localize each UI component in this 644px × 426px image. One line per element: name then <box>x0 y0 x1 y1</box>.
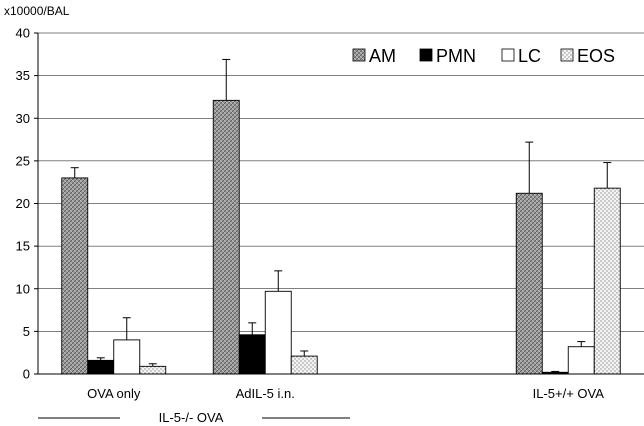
x-tick-label: AdIL-5 i.n. <box>236 386 295 401</box>
y-tick-label: 25 <box>16 153 30 168</box>
gridlines <box>38 32 644 332</box>
legend-swatch-pmn <box>419 48 433 62</box>
y-tick-label: 30 <box>16 111 30 126</box>
y-axis-label: x10000/BAL <box>4 4 70 18</box>
bar-eos <box>593 187 621 375</box>
legend-label-pmn: PMN <box>436 46 476 66</box>
y-tick-label: 10 <box>16 281 30 296</box>
legend-label-am: AM <box>369 46 396 66</box>
bar-pmn <box>238 334 266 375</box>
legend-label-eos: EOS <box>577 46 615 66</box>
legend-swatch-lc <box>501 48 515 62</box>
bar-pmn <box>87 359 115 375</box>
group-label: IL-5-/- OVA <box>159 410 224 425</box>
bar-lc <box>113 339 141 375</box>
x-tick-labels: OVA only AdIL-5 i.n. IL-5+/+ OVA <box>87 386 604 401</box>
legend-swatch-eos <box>560 48 574 62</box>
bar-eos <box>290 355 318 375</box>
y-tick-label: 20 <box>16 196 30 211</box>
legend-swatch-am <box>352 48 366 62</box>
bar-am <box>515 192 543 375</box>
y-tick-label: 5 <box>23 324 30 339</box>
y-tick-label: 40 <box>16 26 30 41</box>
error-bars <box>70 58 612 373</box>
bar-am <box>61 177 89 375</box>
bar-lc <box>264 290 292 375</box>
y-tick-labels: 0 5 10 15 20 25 30 35 40 <box>16 26 38 382</box>
y-tick-label: 35 <box>16 68 30 83</box>
y-tick-label: 15 <box>16 239 30 254</box>
y-tick-label: 0 <box>23 367 30 382</box>
legend-label-lc: LC <box>518 46 541 66</box>
x-tick-label: OVA only <box>87 386 141 401</box>
bar-lc <box>567 346 595 375</box>
group-bracket: IL-5-/- OVA <box>38 410 350 425</box>
legend: AM PMN LC EOS <box>352 46 615 66</box>
x-tick-label: IL-5+/+ OVA <box>533 386 605 401</box>
bars <box>61 99 621 375</box>
bar-eos <box>139 365 167 375</box>
bar-am <box>212 99 240 375</box>
